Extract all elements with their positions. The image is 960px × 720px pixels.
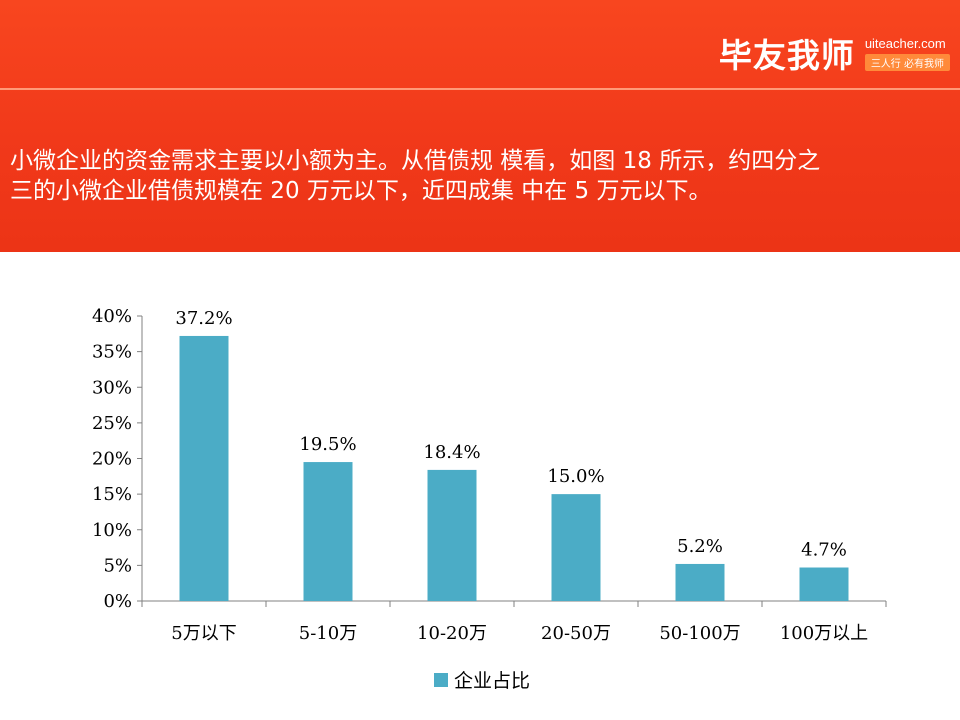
y-tick-label: 25% — [92, 413, 132, 434]
banner-divider — [0, 88, 960, 90]
x-tick-label: 20-50万 — [541, 623, 611, 644]
y-tick-label: 0% — [103, 591, 132, 612]
data-label: 18.4% — [423, 442, 480, 463]
brand-slogan: 三人行 必有我师 — [864, 53, 950, 71]
bar — [427, 469, 477, 601]
description-line-2: 三的小微企业借债规模在 20 万元以下，近四成集 中在 5 万元以下。 — [10, 178, 712, 204]
y-tick-label: 15% — [92, 484, 132, 505]
x-tick-label: 5万以下 — [171, 623, 236, 644]
x-tick-label: 50-100万 — [659, 623, 740, 644]
x-tick-label: 5-10万 — [299, 623, 357, 644]
data-label: 4.7% — [801, 540, 847, 561]
description-text: 小微企业的资金需求主要以小额为主。从借债规 模看，如图 18 所示，约四分之 三… — [10, 146, 950, 206]
x-tick-label: 100万以上 — [780, 623, 868, 644]
brand-url: uiteacher.com — [864, 35, 946, 51]
y-tick-label: 35% — [92, 342, 132, 363]
bar — [551, 494, 601, 601]
y-tick-label: 40% — [92, 306, 132, 327]
legend-swatch — [434, 673, 448, 687]
bar — [179, 335, 229, 601]
description-line-1: 小微企业的资金需求主要以小额为主。从借债规 模看，如图 18 所示，约四分之 — [10, 148, 821, 174]
header-banner — [0, 0, 960, 252]
y-tick-label: 20% — [92, 449, 132, 470]
bar-chart: 0% 5% 10% 15% 20% 25% 30% 35% 40% 37.2% 5万以下 19.5% 5… — [92, 306, 887, 692]
bar — [675, 563, 725, 601]
data-label: 37.2% — [175, 308, 232, 329]
bar — [303, 462, 353, 601]
bar — [799, 567, 849, 601]
x-tick-label: 10-20万 — [417, 623, 487, 644]
y-tick-label: 30% — [92, 377, 132, 398]
data-label: 5.2% — [677, 536, 723, 557]
data-label: 19.5% — [299, 434, 356, 455]
brand-side: uiteacher.com 三人行 必有我师 — [864, 35, 950, 71]
brand-logo: 毕友我师 uiteacher.com 三人行 必有我师 — [719, 28, 950, 78]
legend-label: 企业占比 — [454, 670, 530, 692]
brand-name: 毕友我师 — [718, 36, 855, 75]
y-tick-label: 5% — [103, 555, 132, 576]
data-label: 15.0% — [547, 466, 604, 487]
y-tick-label: 10% — [92, 520, 132, 541]
